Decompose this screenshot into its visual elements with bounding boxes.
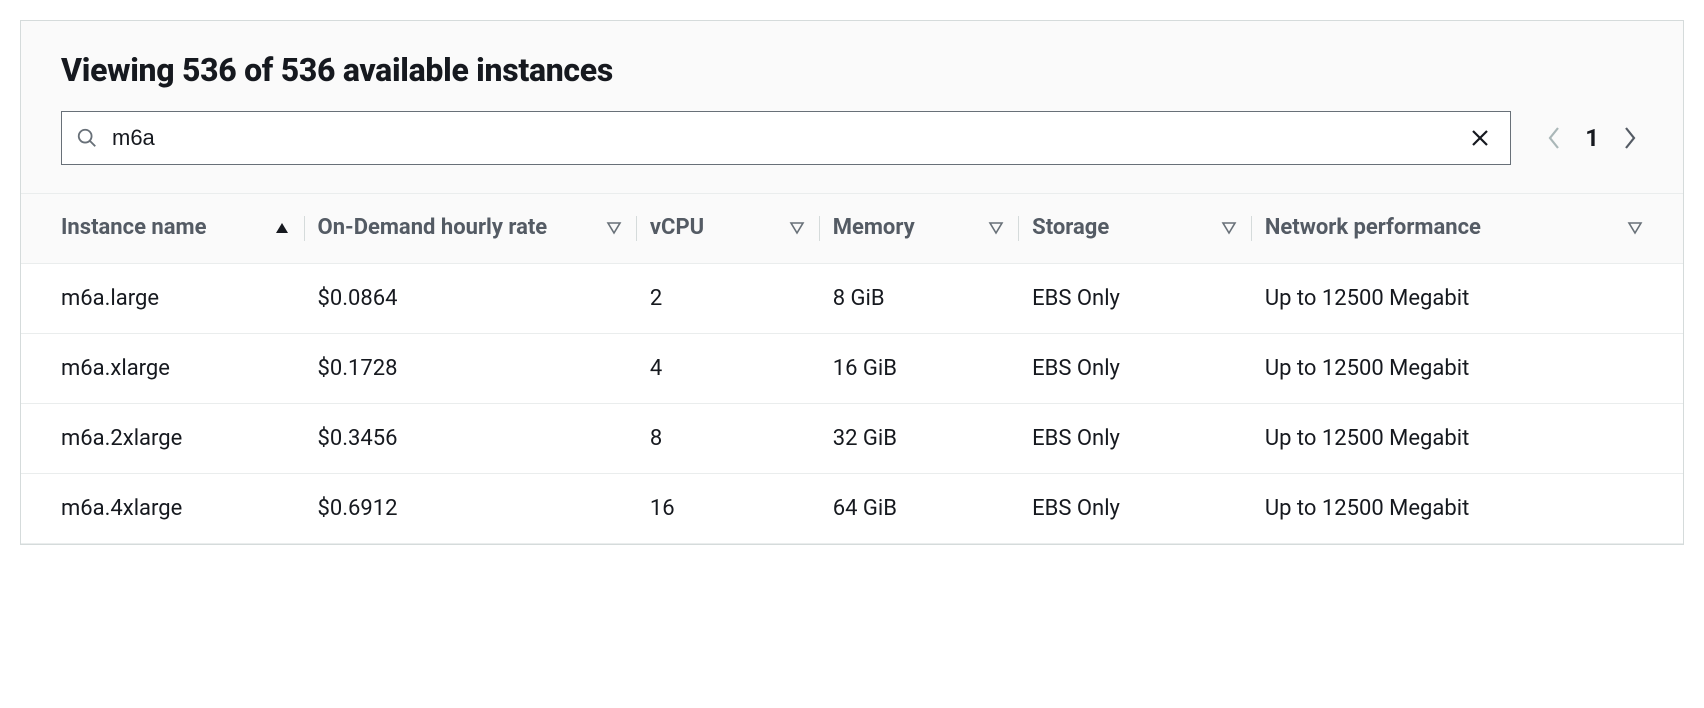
table-cell: 8 bbox=[636, 403, 819, 473]
table-cell: EBS Only bbox=[1018, 403, 1251, 473]
instances-table: Instance name On-Demand hourly rate vCPU Me… bbox=[21, 193, 1683, 544]
table-cell: 16 bbox=[636, 473, 819, 543]
table-cell: 2 bbox=[636, 263, 819, 333]
panel-header: Viewing 536 of 536 available instances bbox=[21, 21, 1683, 111]
search-icon bbox=[76, 127, 98, 149]
column-label: On-Demand hourly rate bbox=[318, 214, 548, 243]
column-label: vCPU bbox=[650, 214, 704, 243]
page-title: Viewing 536 of 536 available instances bbox=[61, 51, 1643, 89]
search-box[interactable] bbox=[61, 111, 1511, 165]
table-cell: EBS Only bbox=[1018, 333, 1251, 403]
table-cell: 16 GiB bbox=[819, 333, 1018, 403]
table-cell: Up to 12500 Megabit bbox=[1251, 263, 1683, 333]
table-cell: m6a.xlarge bbox=[21, 333, 304, 403]
column-header[interactable]: Network performance bbox=[1251, 194, 1683, 264]
table-header: Instance name On-Demand hourly rate vCPU Me… bbox=[21, 194, 1683, 264]
table-cell: 64 GiB bbox=[819, 473, 1018, 543]
sort-none-icon bbox=[1627, 221, 1643, 235]
table-cell: EBS Only bbox=[1018, 473, 1251, 543]
table-cell: $0.3456 bbox=[304, 403, 636, 473]
next-page-button[interactable] bbox=[1617, 120, 1643, 156]
table-cell: EBS Only bbox=[1018, 263, 1251, 333]
search-row: 1 bbox=[21, 111, 1683, 193]
column-label: Storage bbox=[1032, 214, 1109, 243]
chevron-right-icon bbox=[1621, 124, 1639, 152]
column-header[interactable]: vCPU bbox=[636, 194, 819, 264]
close-icon bbox=[1468, 126, 1492, 150]
table-cell: Up to 12500 Megabit bbox=[1251, 473, 1683, 543]
table-cell: $0.6912 bbox=[304, 473, 636, 543]
table-cell: 32 GiB bbox=[819, 403, 1018, 473]
table-body: m6a.large$0.086428 GiBEBS OnlyUp to 1250… bbox=[21, 263, 1683, 543]
column-label: Memory bbox=[833, 214, 915, 243]
table-row[interactable]: m6a.xlarge$0.1728416 GiBEBS OnlyUp to 12… bbox=[21, 333, 1683, 403]
column-header[interactable]: Memory bbox=[819, 194, 1018, 264]
column-label: Instance name bbox=[61, 214, 206, 243]
table-cell: m6a.4xlarge bbox=[21, 473, 304, 543]
table-cell: $0.1728 bbox=[304, 333, 636, 403]
table-cell: Up to 12500 Megabit bbox=[1251, 333, 1683, 403]
sort-none-icon bbox=[1221, 221, 1237, 235]
table-row[interactable]: m6a.large$0.086428 GiBEBS OnlyUp to 1250… bbox=[21, 263, 1683, 333]
sort-none-icon bbox=[988, 221, 1004, 235]
table-row[interactable]: m6a.2xlarge$0.3456832 GiBEBS OnlyUp to 1… bbox=[21, 403, 1683, 473]
sort-none-icon bbox=[789, 221, 805, 235]
instance-panel: Viewing 536 of 536 available instances 1… bbox=[20, 20, 1684, 545]
table-cell: 8 GiB bbox=[819, 263, 1018, 333]
table-cell: Up to 12500 Megabit bbox=[1251, 403, 1683, 473]
pagination: 1 bbox=[1541, 120, 1643, 156]
column-header[interactable]: Storage bbox=[1018, 194, 1251, 264]
column-header[interactable]: On-Demand hourly rate bbox=[304, 194, 636, 264]
prev-page-button[interactable] bbox=[1541, 120, 1567, 156]
table-cell: 4 bbox=[636, 333, 819, 403]
chevron-left-icon bbox=[1545, 124, 1563, 152]
table-cell: m6a.large bbox=[21, 263, 304, 333]
table-row[interactable]: m6a.4xlarge$0.69121664 GiBEBS OnlyUp to … bbox=[21, 473, 1683, 543]
clear-search-button[interactable] bbox=[1464, 122, 1496, 154]
table-cell: m6a.2xlarge bbox=[21, 403, 304, 473]
sort-asc-icon bbox=[274, 221, 290, 235]
page-number: 1 bbox=[1585, 124, 1599, 152]
search-input[interactable] bbox=[112, 125, 1464, 151]
column-header[interactable]: Instance name bbox=[21, 194, 304, 264]
column-label: Network performance bbox=[1265, 214, 1481, 243]
sort-none-icon bbox=[606, 221, 622, 235]
table-cell: $0.0864 bbox=[304, 263, 636, 333]
